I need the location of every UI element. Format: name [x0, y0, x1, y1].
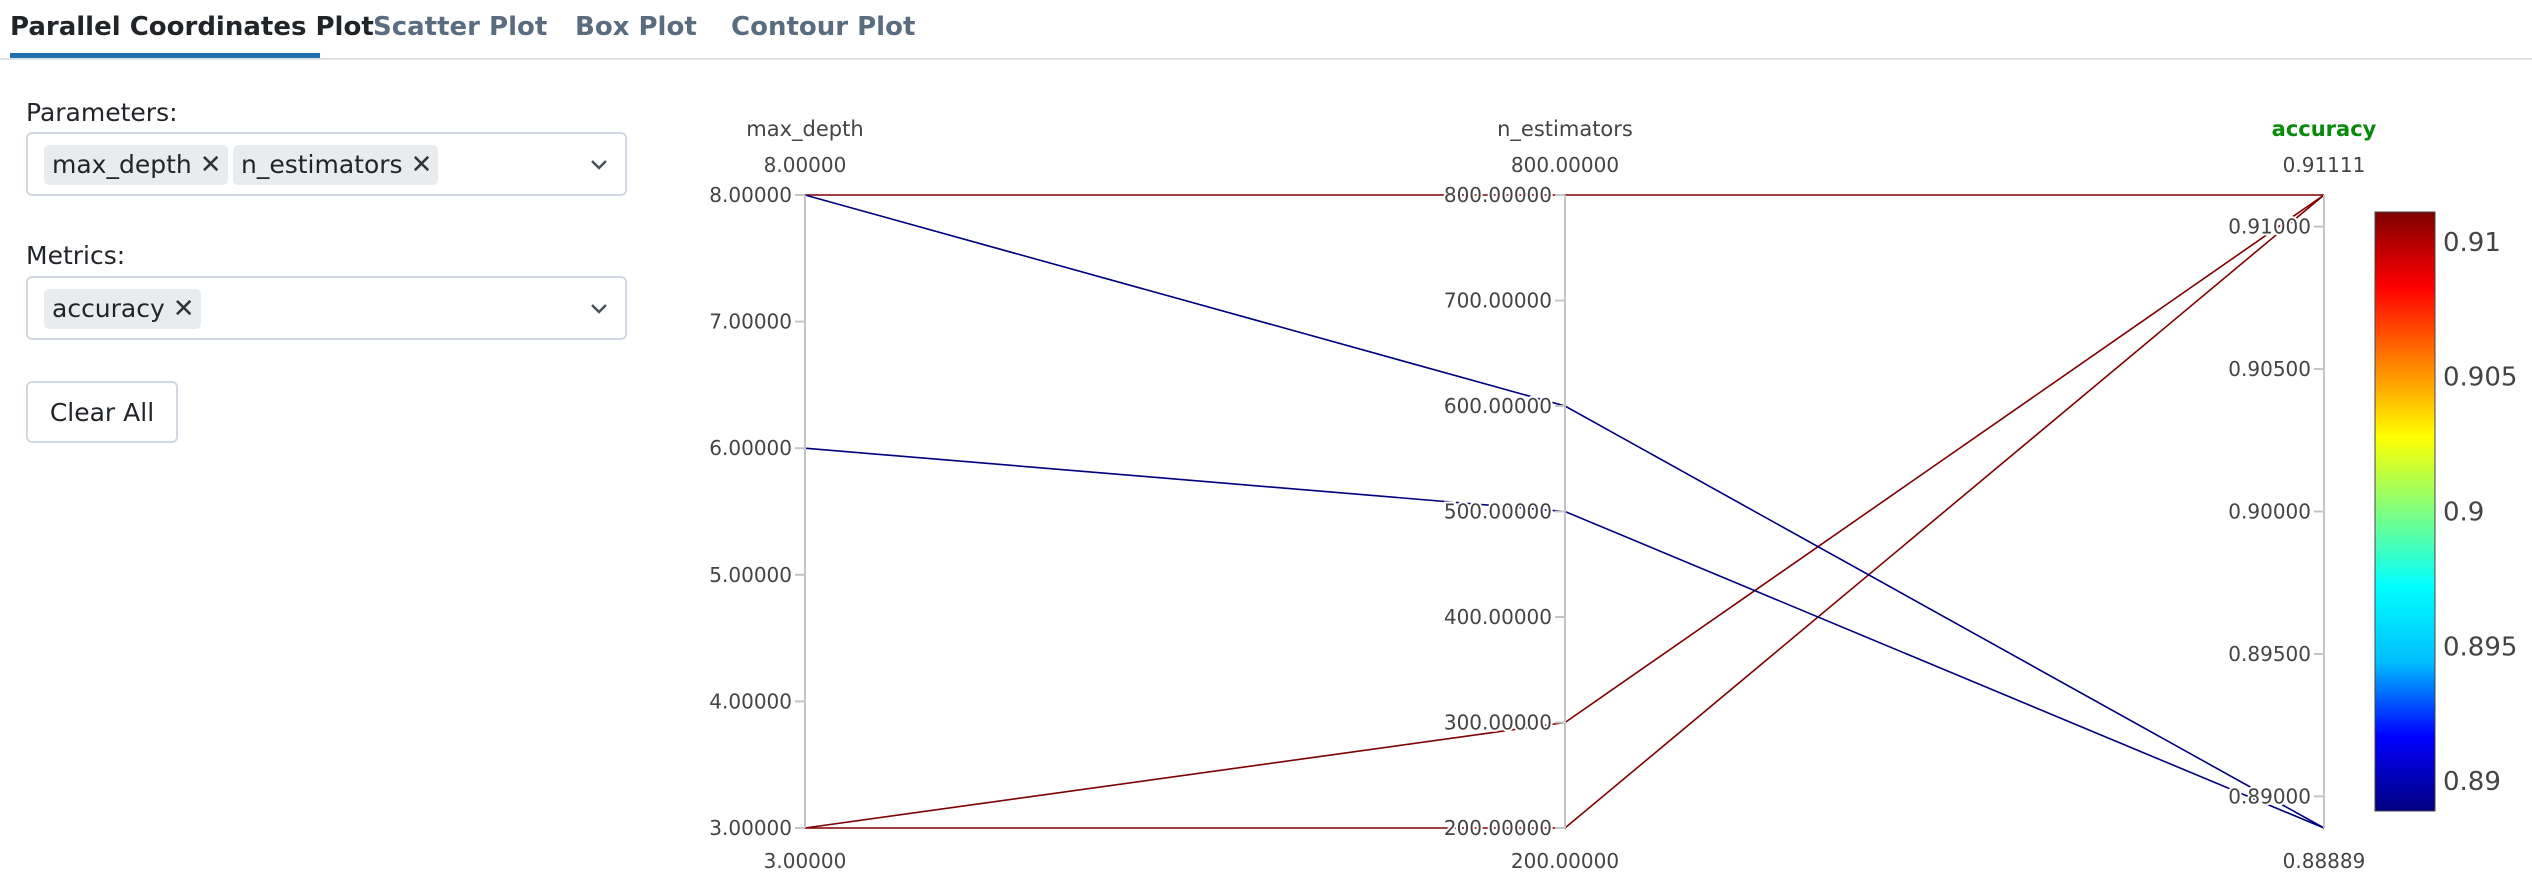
data-line-3: [804, 194, 2325, 829]
tick-label-halo: 800.00000: [1444, 183, 1552, 207]
tick-label-halo: 4.00000: [709, 689, 792, 713]
tab-scatter-plot[interactable]: Scatter Plot: [373, 12, 548, 42]
tick-label: 600.00000: [1444, 394, 1552, 418]
tick-label: 7.00000: [709, 310, 792, 334]
axis-max-label: 800.00000: [1511, 153, 1619, 177]
remove-chip-icon[interactable]: ✕: [410, 150, 433, 180]
tick-label: 3.00000: [709, 816, 792, 840]
axis-min-label: 3.00000: [764, 849, 847, 873]
tick-label-halo: 600.00000: [1444, 394, 1552, 418]
tick-label: 5.00000: [709, 563, 792, 587]
metric-chip-accuracy: accuracy ✕: [44, 289, 201, 329]
tick-label-halo: 8.00000: [709, 183, 792, 207]
tick-label-halo: 0.90500: [2228, 357, 2311, 381]
tick-label: 300.00000: [1444, 711, 1552, 735]
parameters-label: Parameters:: [26, 98, 178, 127]
tick-label-halo: 7.00000: [709, 310, 792, 334]
axis-title-max_depth[interactable]: max_depth: [746, 117, 863, 142]
clear-all-button[interactable]: Clear All: [26, 381, 178, 443]
chip-label: max_depth: [52, 150, 192, 179]
remove-chip-icon[interactable]: ✕: [199, 150, 222, 180]
tab-box-plot[interactable]: Box Plot: [575, 12, 697, 42]
tick-label-halo: 300.00000: [1444, 711, 1552, 735]
axis-min-label: 0.88889: [2283, 849, 2366, 873]
tick-label-halo: 3.00000: [709, 816, 792, 840]
tick-label: 0.90000: [2228, 500, 2311, 524]
tick-label: 6.00000: [709, 436, 792, 460]
chip-label: accuracy: [52, 294, 165, 323]
tick-label-halo: 0.89500: [2228, 642, 2311, 666]
tick-label-halo: 5.00000: [709, 563, 792, 587]
data-line-4: [804, 447, 2325, 829]
axis-max-label: 0.91111: [2283, 153, 2366, 177]
metrics-label: Metrics:: [26, 241, 126, 270]
tick-label: 500.00000: [1444, 500, 1552, 524]
tick-label: 0.91000: [2228, 215, 2311, 239]
data-line-2: [804, 194, 2325, 829]
parameter-chip-max-depth: max_depth ✕: [44, 145, 228, 185]
colorbar-tick-label: 0.895: [2443, 632, 2517, 662]
tick-label-halo: 0.90000: [2228, 500, 2311, 524]
active-tab-indicator: [10, 53, 320, 58]
remove-chip-icon[interactable]: ✕: [172, 294, 195, 324]
tab-contour-plot[interactable]: Contour Plot: [731, 12, 916, 42]
axis-title-accuracy[interactable]: accuracy: [2272, 117, 2377, 141]
tab-parallel-coordinates[interactable]: Parallel Coordinates Plot: [10, 12, 374, 42]
tick-label: 700.00000: [1444, 289, 1552, 313]
parameter-chip-n-estimators: n_estimators ✕: [233, 145, 439, 185]
tick-label: 4.00000: [709, 689, 792, 713]
chip-label: n_estimators: [241, 150, 403, 179]
tick-label: 200.00000: [1444, 816, 1552, 840]
axis-max-label: 8.00000: [764, 153, 847, 177]
tick-label: 400.00000: [1444, 605, 1552, 629]
tick-label: 800.00000: [1444, 183, 1552, 207]
tick-label: 0.89500: [2228, 642, 2311, 666]
tick-label-halo: 700.00000: [1444, 289, 1552, 313]
colorbar-tick-label: 0.9: [2443, 498, 2484, 528]
tick-label-halo: 0.91000: [2228, 215, 2311, 239]
tick-label-halo: 0.89000: [2228, 784, 2311, 808]
data-line-1: [805, 194, 2325, 829]
colorbar-tick-label: 0.91: [2443, 228, 2501, 258]
colorbar: [2374, 211, 2436, 812]
parameters-select[interactable]: max_depth ✕ n_estimators ✕: [26, 132, 627, 196]
tick-label-halo: 500.00000: [1444, 500, 1552, 524]
tick-label: 0.90500: [2228, 357, 2311, 381]
tick-label: 0.89000: [2228, 784, 2311, 808]
tick-label-halo: 400.00000: [1444, 605, 1552, 629]
chevron-down-icon[interactable]: [587, 152, 611, 176]
axis-min-label: 200.00000: [1511, 849, 1619, 873]
axis-title-n_estimators[interactable]: n_estimators: [1497, 117, 1633, 142]
metrics-select[interactable]: accuracy ✕: [26, 276, 627, 340]
colorbar-tick-label: 0.89: [2443, 767, 2501, 797]
chevron-down-icon[interactable]: [587, 296, 611, 320]
tab-bar: Parallel Coordinates Plot Scatter Plot B…: [0, 0, 2532, 60]
tick-label: 8.00000: [709, 183, 792, 207]
colorbar-tick-label: 0.905: [2443, 363, 2517, 393]
tick-label-halo: 200.00000: [1444, 816, 1552, 840]
tick-label-halo: 6.00000: [709, 436, 792, 460]
